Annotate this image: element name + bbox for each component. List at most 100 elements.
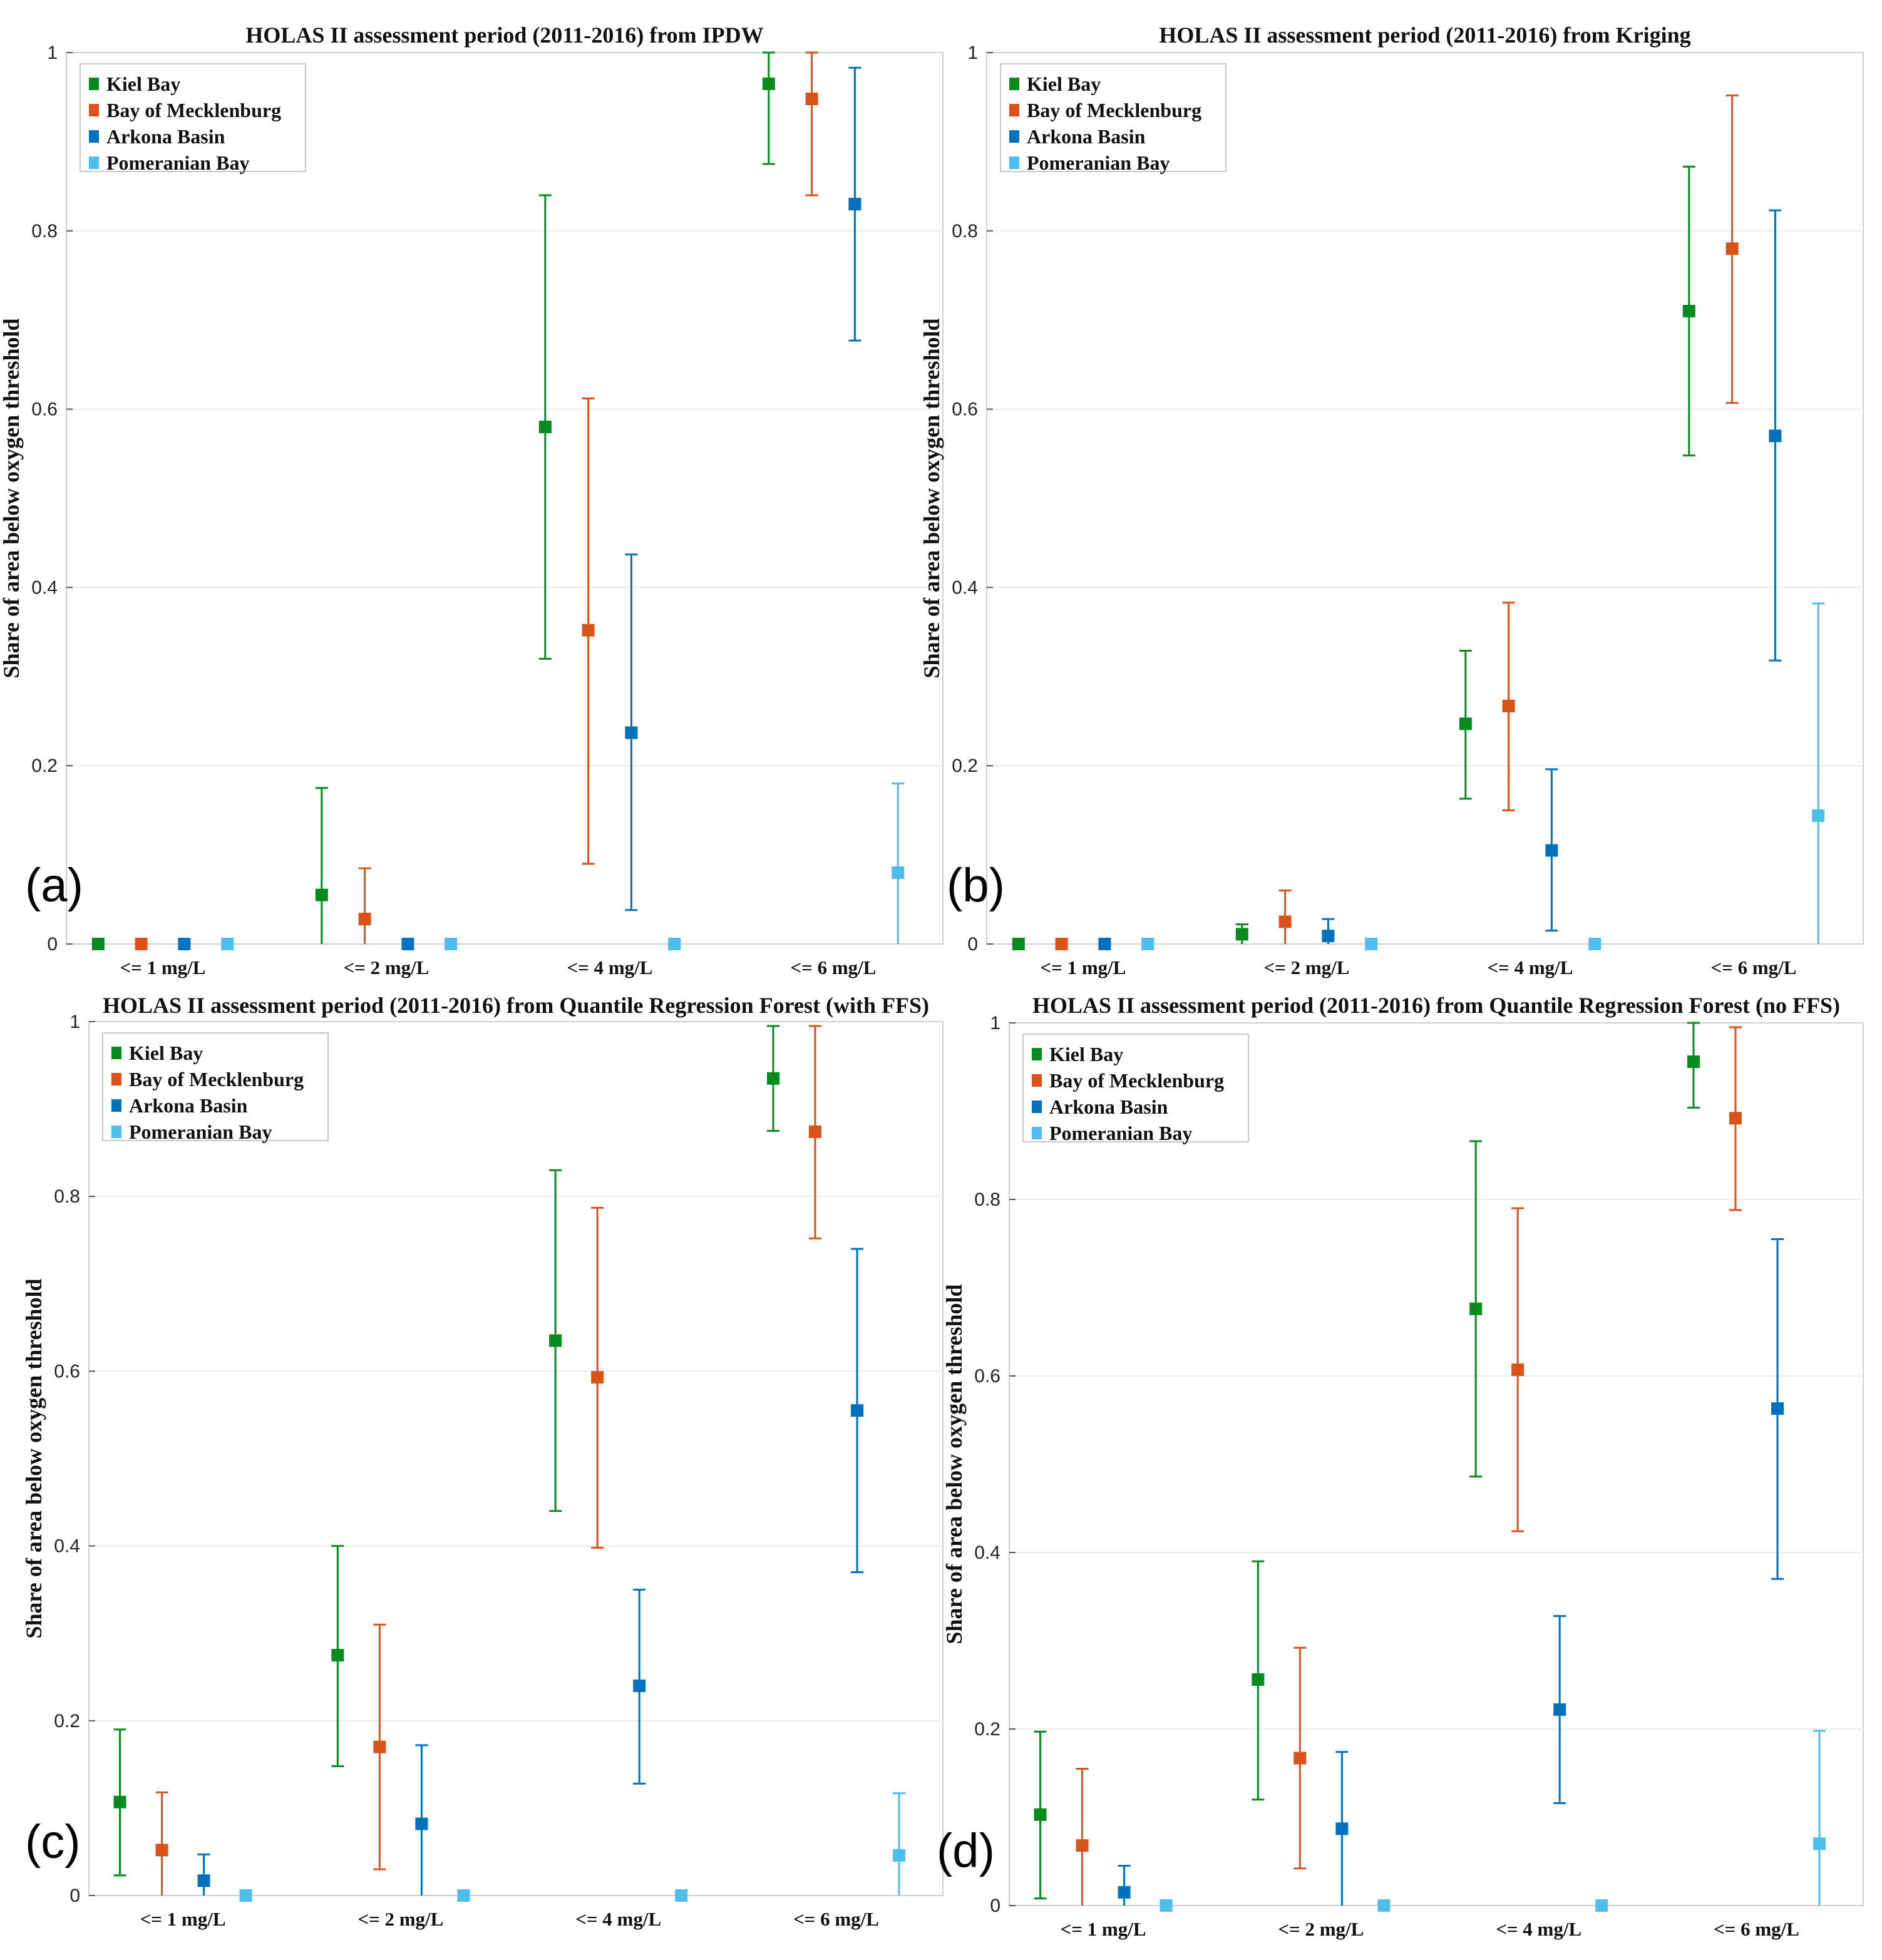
plot-area — [986, 52, 1864, 945]
y-tick-label: 0.6 — [974, 1366, 1000, 1387]
x-tick-label: <= 2 mg/L — [1278, 1918, 1364, 1940]
panel-label: (d) — [937, 1824, 995, 1877]
series-pomeranian-bay — [1141, 602, 1825, 950]
series-arkona-basin — [1098, 209, 1782, 950]
y-tick-label: 0.2 — [31, 756, 58, 776]
data-point — [1769, 429, 1782, 443]
data-point — [625, 726, 638, 739]
y-axis-label: Share of area below oxygen threshold — [21, 1278, 46, 1638]
legend-entry: Arkona Basin — [1049, 1095, 1168, 1118]
data-point — [1141, 938, 1154, 950]
x-tick-label: <= 6 mg/L — [791, 957, 877, 978]
legend-swatch — [1032, 1074, 1042, 1087]
y-tick-label: 1 — [990, 1013, 1000, 1034]
x-tick-label: <= 1 mg/L — [120, 957, 206, 978]
data-point — [538, 421, 552, 434]
legend-box — [1000, 63, 1226, 172]
legend-swatch — [111, 1099, 121, 1112]
data-point — [1235, 928, 1248, 941]
x-tick-label: <= 1 mg/L — [1041, 957, 1126, 978]
data-point — [549, 1334, 562, 1347]
data-point — [892, 866, 905, 880]
data-point — [1034, 1808, 1047, 1821]
x-tick-label: <= 2 mg/L — [344, 957, 429, 978]
legend-entry: Bay of Mecklenburg — [1027, 99, 1201, 121]
data-point — [1377, 1899, 1391, 1912]
legend-entry: Kiel Bay — [106, 73, 180, 95]
legend-swatch — [1032, 1101, 1042, 1113]
y-tick-label: 0.4 — [31, 577, 58, 598]
x-tick-label: <= 1 mg/L — [140, 1908, 226, 1930]
data-point — [1682, 304, 1695, 317]
y-tick-label: 0.8 — [31, 221, 58, 242]
legend-swatch — [1032, 1048, 1042, 1060]
data-point — [239, 1889, 252, 1902]
legend-entry: Bay of Mecklenburg — [129, 1068, 304, 1090]
plot-area — [88, 1021, 944, 1896]
data-point — [805, 93, 818, 106]
x-tick-label: <= 4 mg/L — [1488, 957, 1573, 978]
y-tick-label: 0.2 — [54, 1711, 80, 1732]
data-point — [1771, 1402, 1784, 1415]
series-bay-of-mecklenburg — [1076, 1026, 1742, 1906]
legend-swatch — [111, 1073, 121, 1085]
legend-box — [1022, 1034, 1249, 1142]
legend-entry: Pomeranian Bay — [1027, 151, 1170, 174]
legend-entry: Arkona Basin — [129, 1094, 248, 1117]
y-tick-label: 0.6 — [31, 399, 58, 420]
data-point — [1469, 1302, 1483, 1315]
y-tick-label: 0 — [967, 934, 978, 955]
y-tick-label: 0.8 — [952, 221, 978, 242]
data-point — [1687, 1055, 1700, 1069]
legend-swatch — [1009, 104, 1019, 116]
series-kiel-bay — [1034, 1022, 1700, 1900]
x-tick-label: <= 6 mg/L — [1714, 1918, 1799, 1940]
y-tick-label: 0.4 — [54, 1536, 80, 1557]
data-point — [315, 888, 328, 901]
data-point — [135, 938, 148, 950]
series-pomeranian-bay — [239, 1792, 906, 1902]
x-tick-label: <= 1 mg/L — [1061, 1918, 1146, 1940]
legend: Kiel Bay Bay of Mecklenburg Arkona Basin Po… — [1022, 1034, 1249, 1144]
legend-entry: Arkona Basin — [1027, 125, 1146, 148]
panel-c: HOLAS II assessment period (2011-2016) f… — [21, 993, 944, 1930]
series-kiel-bay — [1012, 165, 1695, 950]
data-point — [848, 198, 861, 211]
data-point — [91, 938, 105, 950]
data-point — [1511, 1363, 1525, 1377]
legend-box — [102, 1032, 329, 1141]
data-point — [851, 1404, 864, 1417]
legend-entry: Pomeranian Bay — [106, 151, 249, 174]
data-point — [1725, 242, 1739, 255]
data-point — [675, 1889, 688, 1902]
data-point — [415, 1817, 428, 1830]
data-point — [1293, 1752, 1307, 1765]
y-tick-label: 1 — [967, 43, 978, 63]
y-axis-label: Share of area below oxygen threshold — [942, 1284, 967, 1644]
legend-entry: Kiel Bay — [129, 1042, 203, 1064]
data-point — [155, 1844, 168, 1857]
x-tick-label: <= 4 mg/L — [575, 1908, 661, 1930]
data-point — [1335, 1822, 1349, 1835]
y-tick-label: 0.8 — [974, 1189, 1000, 1210]
data-point — [1588, 938, 1602, 950]
y-tick-label: 1 — [69, 1012, 80, 1032]
legend-entry: Pomeranian Bay — [1049, 1122, 1192, 1144]
data-point — [1012, 938, 1025, 950]
data-point — [766, 1072, 779, 1085]
y-tick-label: 0 — [69, 1886, 80, 1906]
y-tick-label: 1 — [47, 43, 58, 63]
x-tick-label: <= 4 mg/L — [567, 957, 653, 978]
data-point — [358, 913, 371, 926]
legend-swatch — [111, 1047, 121, 1059]
series-arkona-basin — [197, 1248, 864, 1896]
series-bay-of-mecklenburg — [135, 51, 818, 950]
data-point — [582, 623, 595, 637]
y-tick-label: 0.6 — [54, 1361, 80, 1382]
panel-a: HOLAS II assessment period (2011-2016) f… — [0, 23, 944, 978]
panel-label: (c) — [25, 1815, 81, 1869]
series-kiel-bay — [91, 51, 775, 950]
chart-title: HOLAS II assessment period (2011-2016) f… — [1159, 23, 1690, 48]
x-tick-label: <= 6 mg/L — [793, 1908, 879, 1930]
data-point — [373, 1740, 386, 1753]
